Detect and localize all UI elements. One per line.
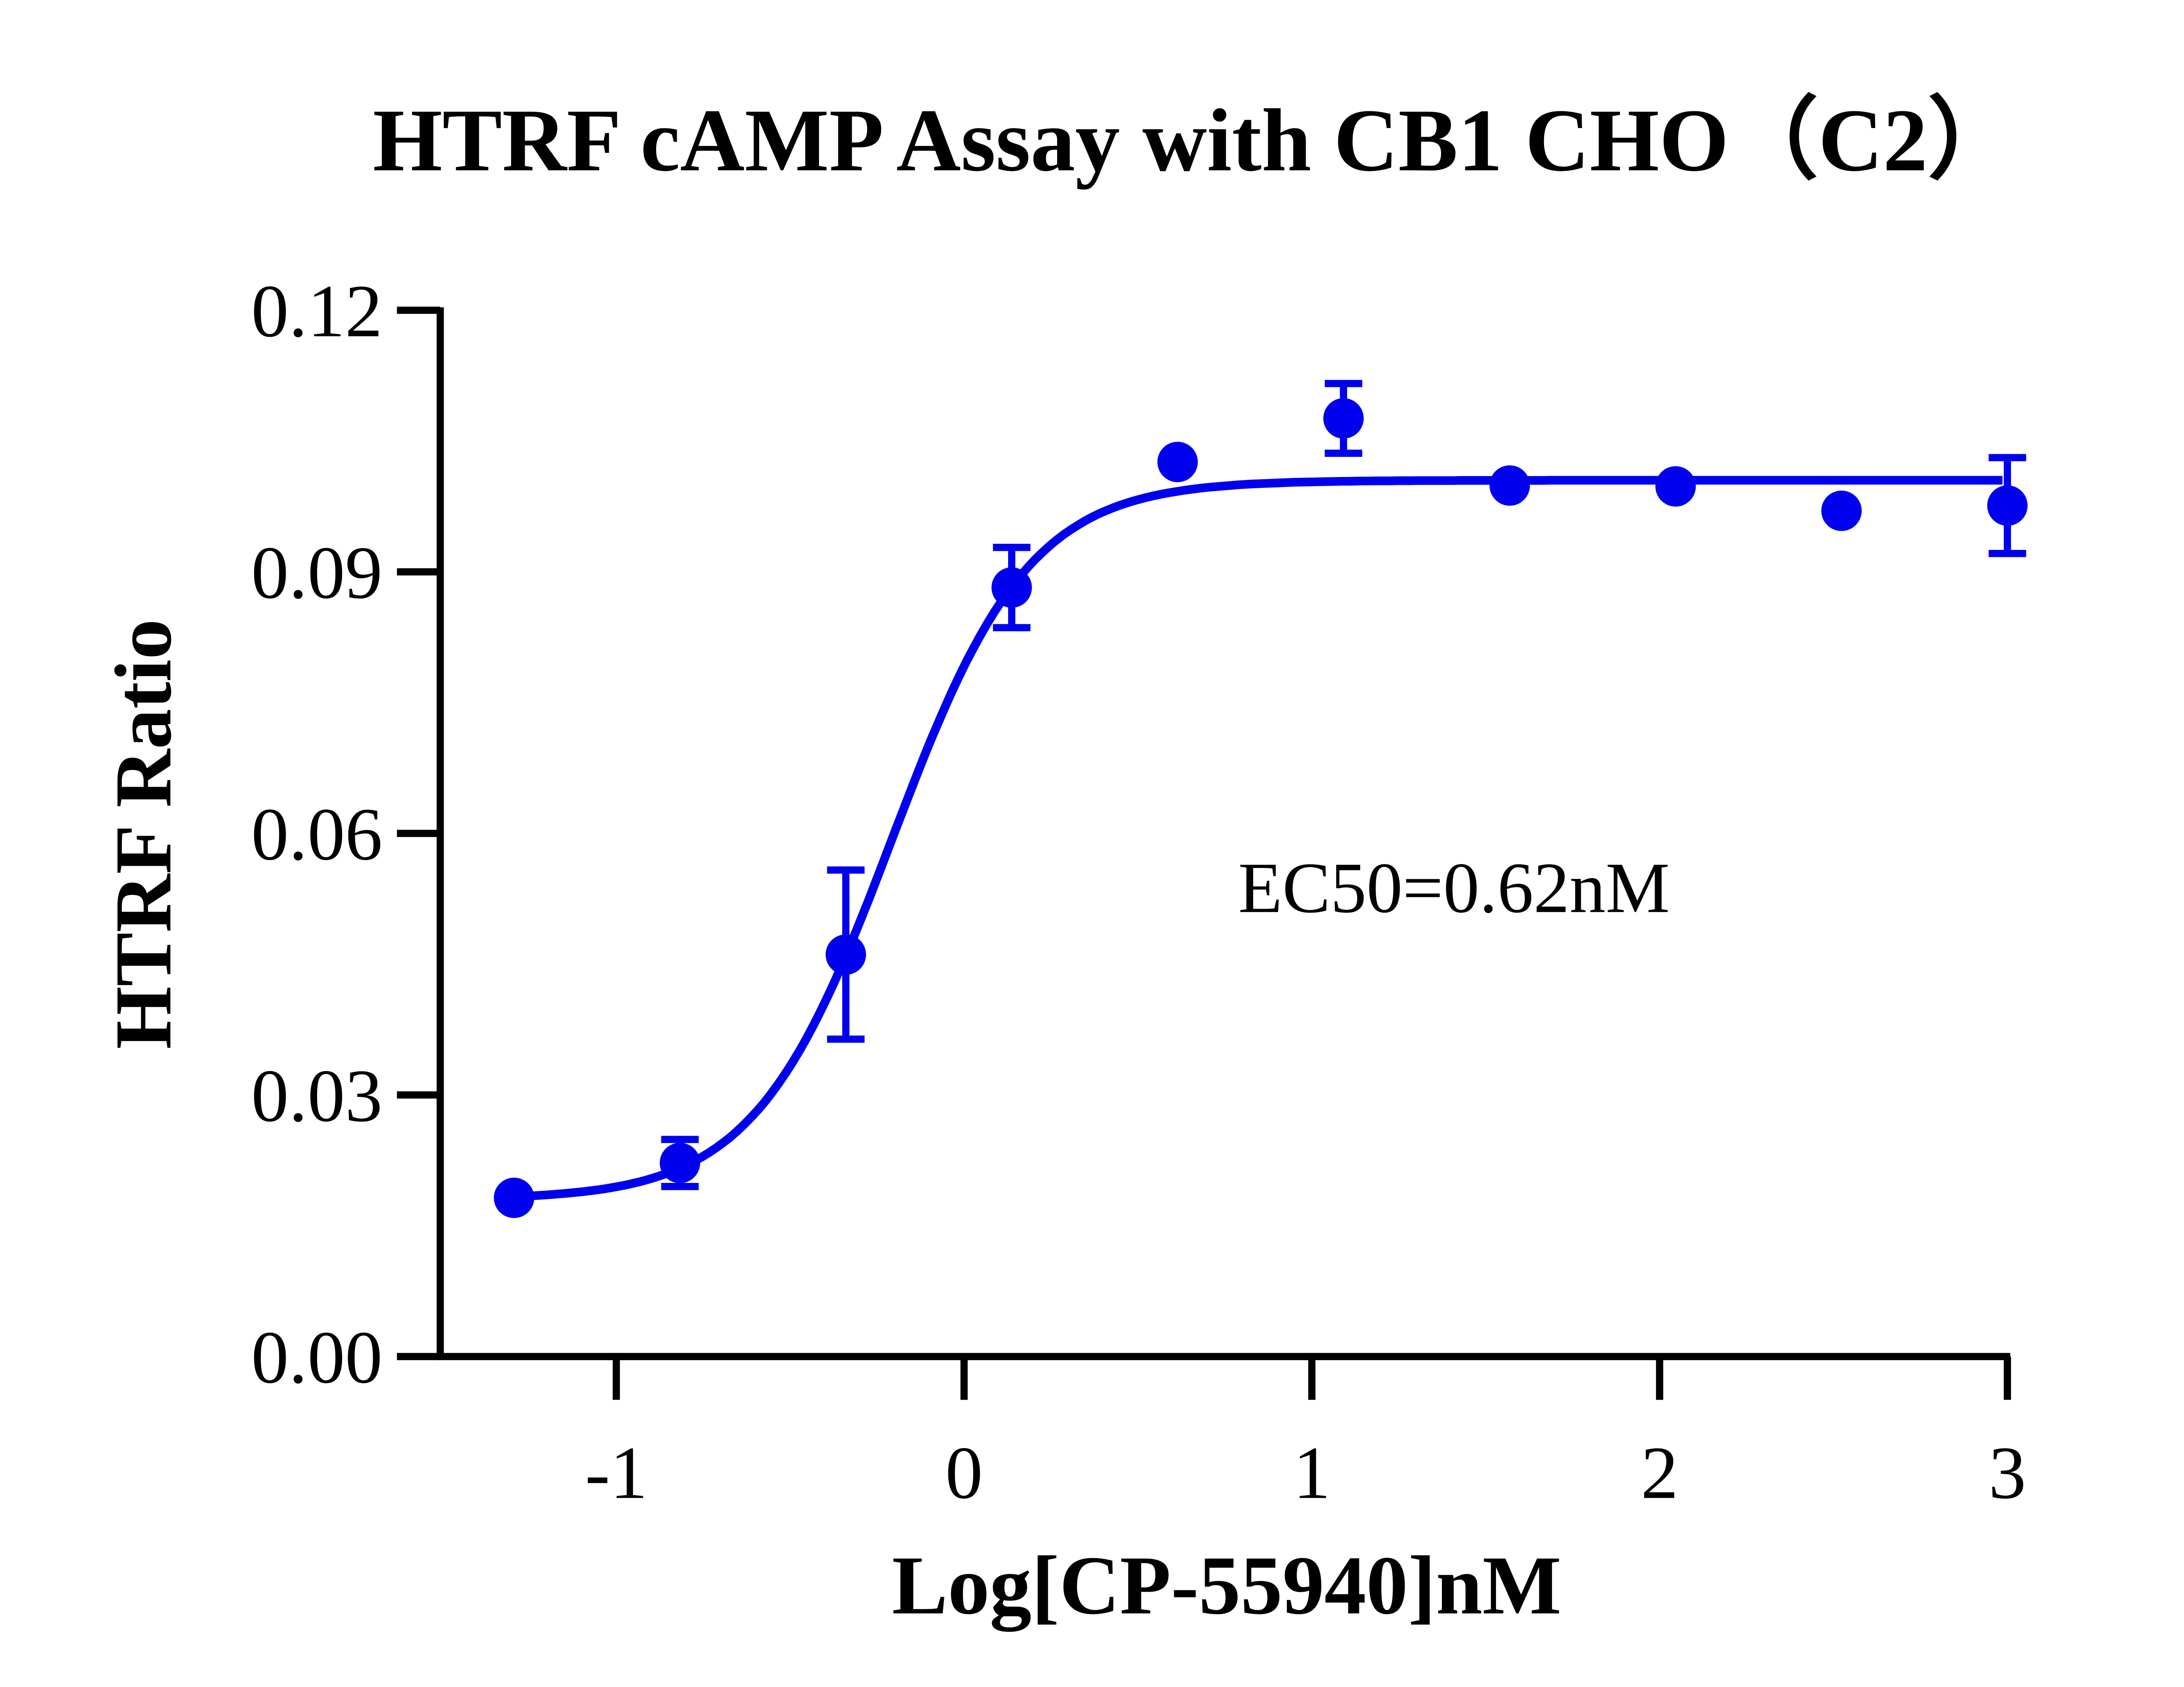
x-tick-label: 0 [945, 1431, 983, 1514]
x-tick-label: -1 [585, 1431, 647, 1514]
data-point [1655, 466, 1696, 507]
data-point [1157, 442, 1198, 482]
y-tick-label: 0.09 [251, 532, 383, 615]
data-point [1821, 491, 1862, 531]
y-tick-label: 0.00 [251, 1316, 383, 1399]
y-tick-label: 0.12 [251, 270, 383, 353]
data-point [1323, 398, 1364, 439]
data-point [991, 567, 1032, 608]
x-tick-label: 3 [1989, 1431, 2026, 1514]
data-point [660, 1143, 700, 1183]
x-tick-label: 2 [1641, 1431, 1679, 1514]
x-axis-label: Log[CP-55940]nM [892, 1539, 1562, 1632]
y-axis-label: HTRF Ratio [99, 619, 188, 1049]
y-tick-label: 0.03 [251, 1054, 383, 1137]
x-tick-label: 1 [1293, 1431, 1330, 1514]
chart-title: HTRF cAMP Assay with CB1 CHO（C2） [373, 91, 2017, 190]
data-point [826, 934, 866, 975]
fit-curve [514, 476, 2003, 1201]
y-tick-label: 0.06 [251, 793, 383, 876]
data-point [494, 1177, 535, 1218]
data-point [1987, 485, 2028, 526]
data-point [1489, 465, 1530, 506]
ec50-annotation: EC50=0.62nM [1238, 848, 1670, 928]
